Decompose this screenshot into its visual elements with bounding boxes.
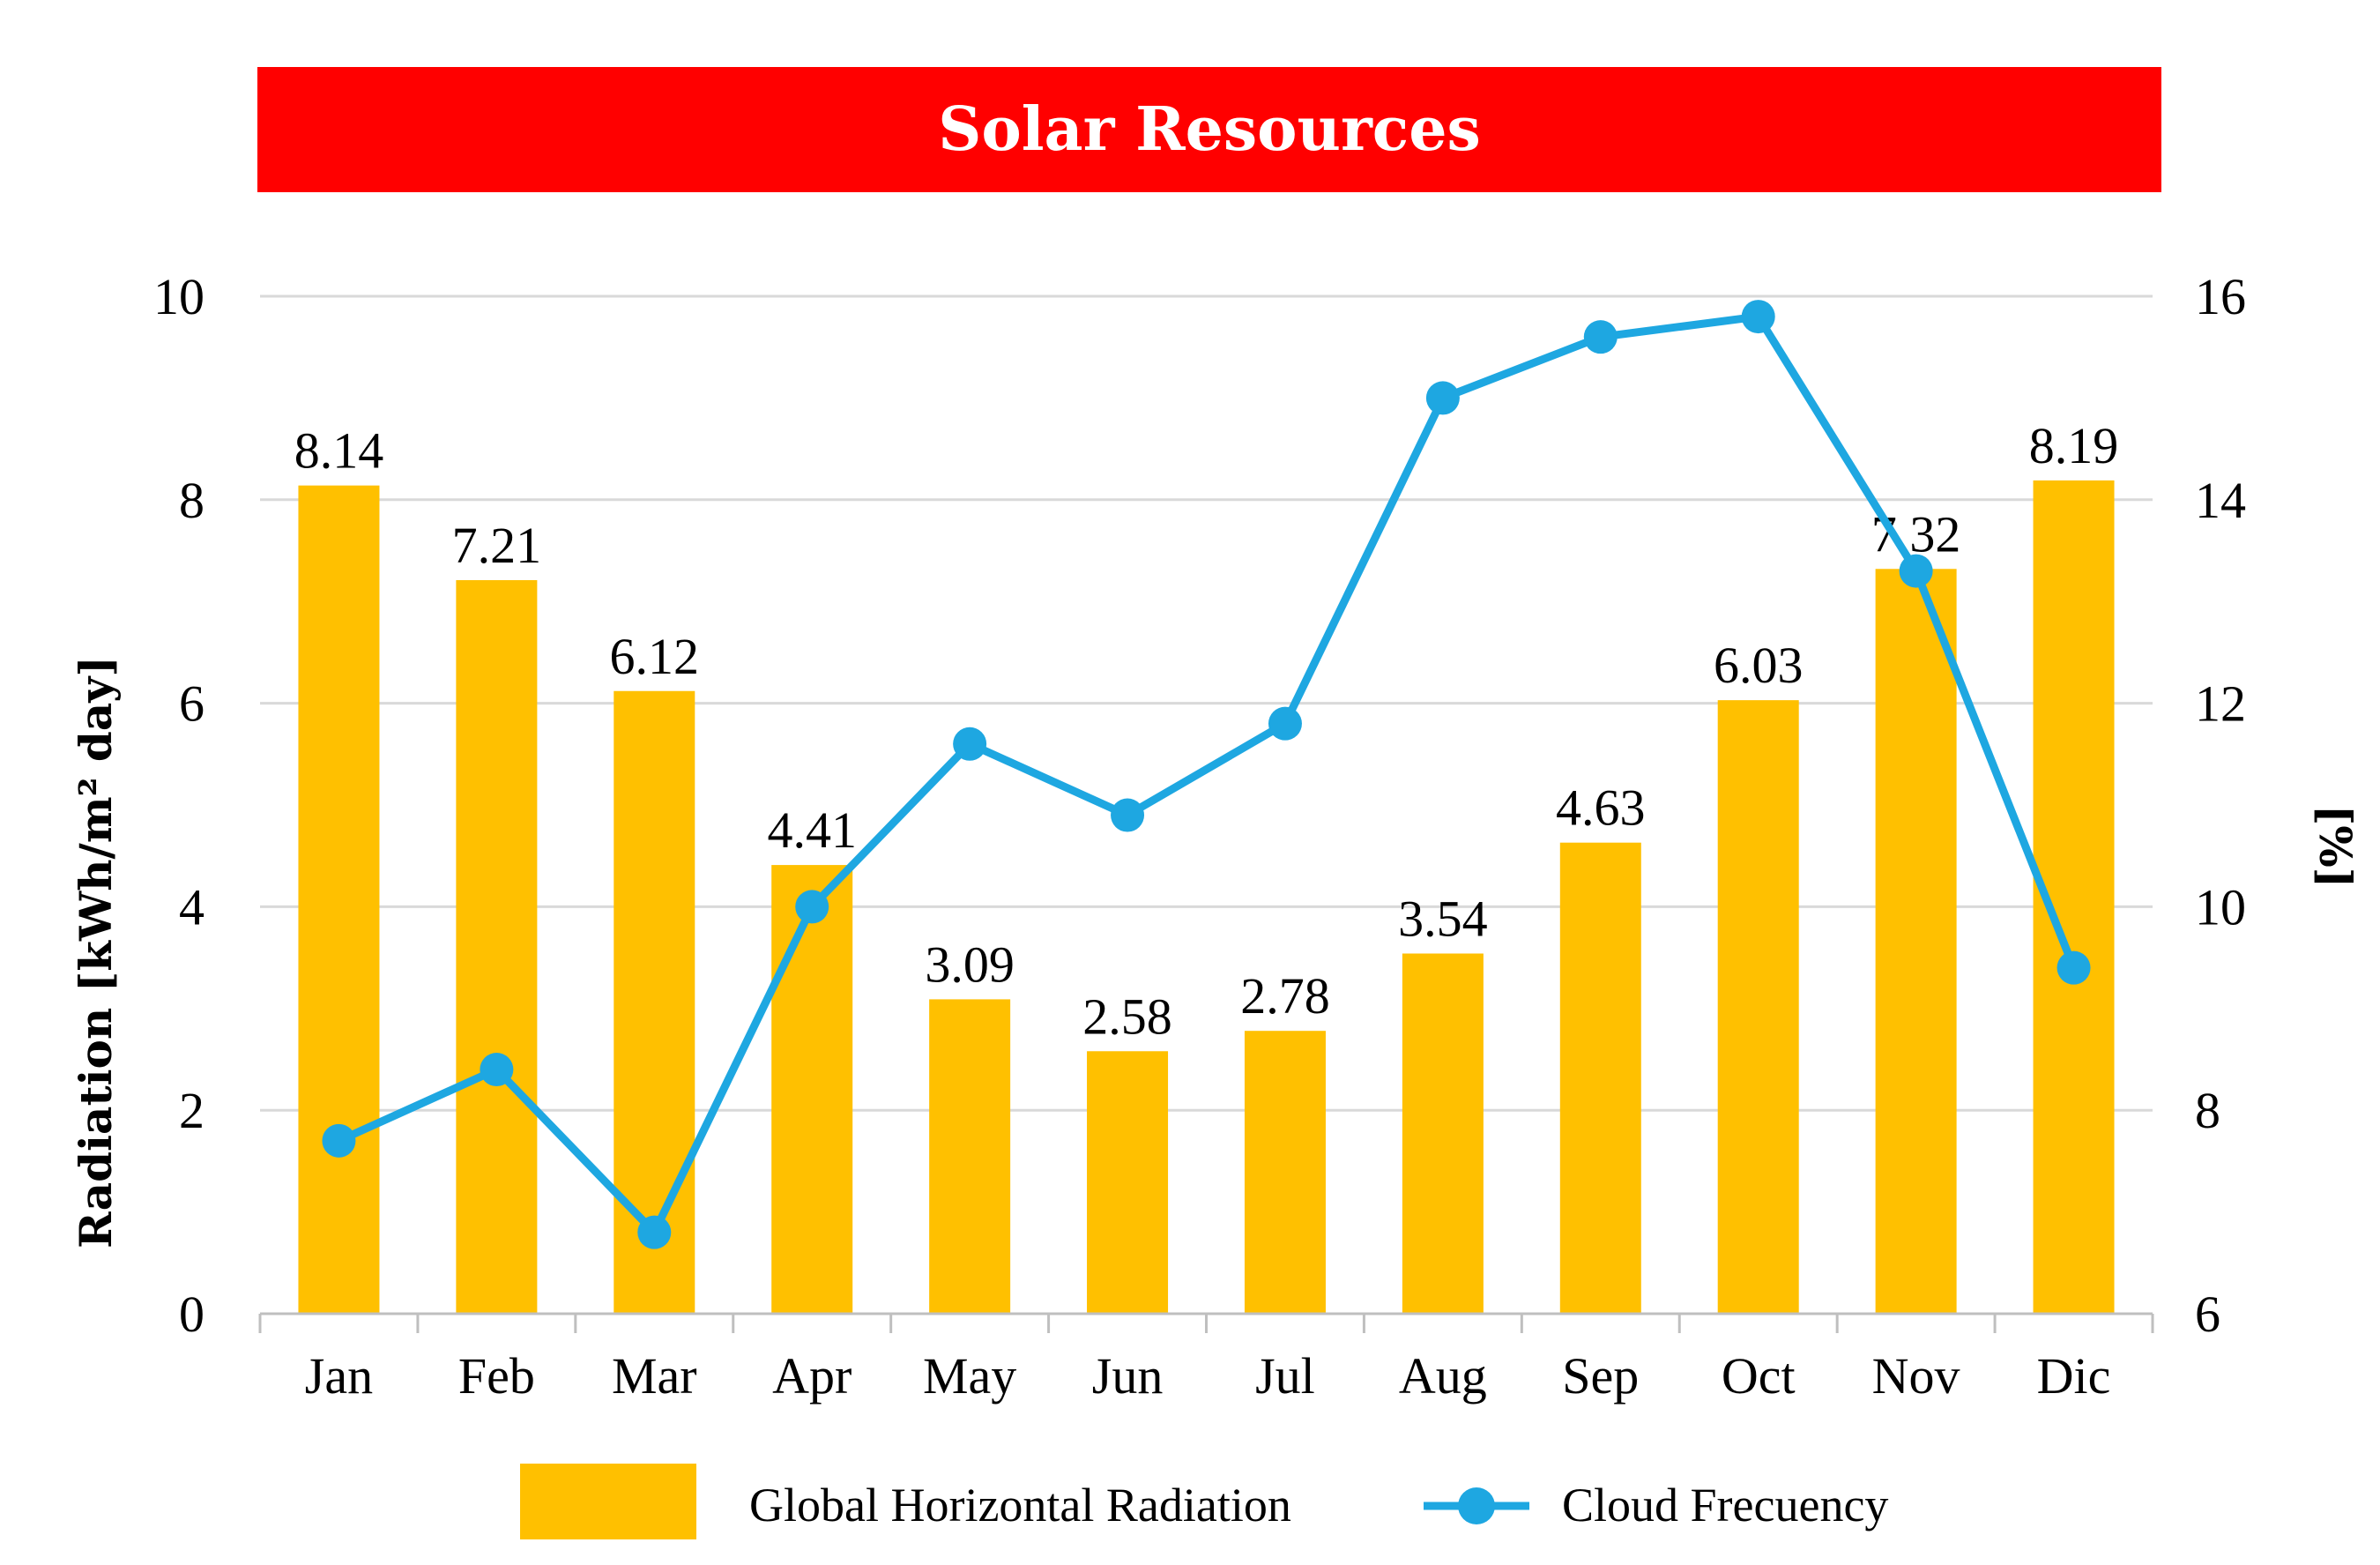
bar-jun bbox=[1087, 1051, 1169, 1314]
cloud-frequency-line bbox=[337, 312, 2078, 1237]
bar-jul bbox=[1244, 1031, 1326, 1314]
right-tick-14: 14 bbox=[2195, 472, 2246, 529]
bar-apr bbox=[771, 865, 853, 1314]
bar-jan bbox=[298, 485, 380, 1314]
data-label-may: 3.09 bbox=[925, 935, 1015, 993]
axes: 0 2 4 6 8 10 6 8 10 12 14 16 Jan Feb Mar Apr May Jun Jul Au… bbox=[153, 268, 2246, 1405]
x-tick-aug: Aug bbox=[1399, 1347, 1487, 1405]
right-tick-8: 8 bbox=[2195, 1082, 2220, 1139]
left-axis-title: Radiation [kWh/m² day] bbox=[70, 656, 122, 1248]
bar-data-labels: 8.14 7.21 6.12 4.41 3.09 2.58 2.78 3.54 4.63 6.03… bbox=[294, 417, 2119, 1045]
left-tick-4: 4 bbox=[179, 878, 205, 935]
x-tick-apr: Apr bbox=[772, 1347, 852, 1405]
right-tick-6: 6 bbox=[2195, 1286, 2220, 1343]
line-series bbox=[322, 300, 2091, 1249]
cloud-point-may bbox=[953, 727, 987, 761]
x-tick-jan: Jan bbox=[305, 1347, 373, 1405]
right-axis-title: [%] bbox=[2309, 805, 2361, 889]
cloud-point-apr bbox=[795, 890, 829, 924]
bar-sep bbox=[1559, 842, 1641, 1314]
data-label-oct: 6.03 bbox=[1714, 637, 1804, 694]
legend-line-label: Cloud Frecuency bbox=[1562, 1479, 1888, 1531]
left-tick-6: 6 bbox=[179, 675, 205, 733]
data-label-nov: 7.32 bbox=[1871, 505, 1961, 563]
data-label-feb: 7.21 bbox=[452, 517, 542, 574]
cloud-point-jun bbox=[1111, 798, 1145, 832]
bar-aug bbox=[1402, 953, 1484, 1314]
data-label-jan: 8.14 bbox=[294, 422, 384, 480]
cloud-point-aug bbox=[1425, 381, 1460, 415]
data-label-dic: 8.19 bbox=[2029, 417, 2119, 474]
left-tick-0: 0 bbox=[179, 1286, 205, 1343]
cloud-point-mar bbox=[637, 1215, 672, 1249]
legend: Global Horizontal Radiation Cloud Frecue… bbox=[520, 1464, 1888, 1539]
bar-may bbox=[929, 999, 1011, 1314]
data-label-jul: 2.78 bbox=[1240, 967, 1330, 1025]
bar-nov bbox=[1875, 569, 1957, 1314]
x-tick-mar: Mar bbox=[612, 1347, 697, 1405]
data-label-jun: 2.58 bbox=[1082, 987, 1172, 1045]
bar-feb bbox=[456, 579, 538, 1314]
data-label-aug: 3.54 bbox=[1398, 890, 1488, 947]
legend-line-marker bbox=[1458, 1487, 1495, 1524]
right-tick-16: 16 bbox=[2195, 268, 2246, 325]
x-tick-nov: Nov bbox=[1872, 1347, 1960, 1405]
legend-bar-swatch bbox=[520, 1464, 696, 1539]
x-tick-jul: Jul bbox=[1255, 1347, 1315, 1405]
data-label-apr: 4.41 bbox=[767, 801, 857, 859]
cloud-point-jul bbox=[1268, 706, 1302, 741]
cloud-point-sep bbox=[1583, 320, 1618, 354]
left-tick-8: 8 bbox=[179, 472, 205, 529]
title-bar bbox=[257, 67, 2161, 192]
chart-title: Solar Resources bbox=[938, 94, 1481, 165]
cloud-point-dic bbox=[2056, 950, 2091, 985]
x-tick-feb: Feb bbox=[458, 1347, 535, 1405]
x-tick-jun: Jun bbox=[1092, 1347, 1164, 1405]
gridlines bbox=[260, 294, 2153, 1112]
right-tick-12: 12 bbox=[2195, 675, 2246, 733]
data-label-mar: 6.12 bbox=[610, 628, 700, 685]
x-tick-may: May bbox=[923, 1347, 1016, 1405]
bar-oct bbox=[1717, 700, 1799, 1314]
data-label-sep: 4.63 bbox=[1556, 779, 1646, 837]
left-tick-2: 2 bbox=[179, 1082, 205, 1139]
x-tick-sep: Sep bbox=[1562, 1347, 1639, 1405]
cloud-point-nov bbox=[1899, 554, 1933, 588]
left-tick-10: 10 bbox=[153, 268, 205, 325]
x-tick-oct: Oct bbox=[1722, 1347, 1796, 1405]
right-tick-10: 10 bbox=[2195, 878, 2246, 935]
bar-series bbox=[298, 480, 2115, 1314]
x-tick-dic: Dic bbox=[2037, 1347, 2111, 1405]
legend-bar-label: Global Horizontal Radiation bbox=[749, 1479, 1291, 1531]
cloud-point-feb bbox=[480, 1053, 514, 1087]
cloud-point-oct bbox=[1741, 300, 1775, 334]
cloud-point-jan bbox=[322, 1123, 356, 1158]
